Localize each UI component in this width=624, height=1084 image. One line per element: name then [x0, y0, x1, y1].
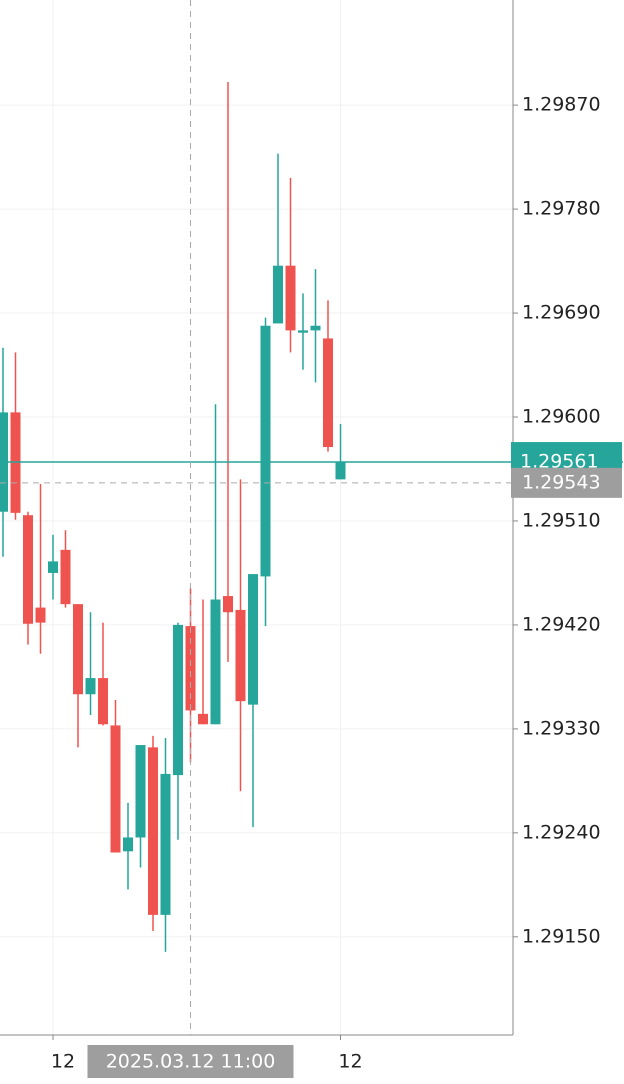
candle-body [235, 609, 246, 702]
y-tick-label: 1.29420 [522, 613, 601, 635]
y-tick-label: 1.29780 [522, 198, 601, 220]
y-tick-label: 1.29870 [522, 94, 601, 116]
candle-body [210, 599, 221, 725]
candle-body [248, 574, 258, 705]
candle-body [135, 745, 146, 838]
crosshair-date-box [87, 1045, 294, 1078]
x-tick-label: 12 [338, 1051, 362, 1073]
candle-body [85, 678, 96, 695]
y-tick-label: 1.29240 [522, 821, 601, 843]
crosshair-price-label: 1.29543 [522, 471, 601, 493]
candle-body [160, 773, 171, 915]
candle-body [273, 265, 283, 324]
y-tick-label: 1.29510 [522, 509, 601, 531]
candle-body [260, 325, 271, 577]
candle-body [35, 607, 46, 623]
candle-body [323, 338, 333, 448]
y-tick-label: 1.29600 [522, 406, 601, 428]
candle-body [148, 747, 158, 915]
y-tick-label: 1.29330 [522, 717, 601, 739]
crosshair-date-label: 2025.03.12 11:00 [106, 1051, 276, 1073]
crosshair-price-box [511, 467, 622, 498]
candle-body [310, 325, 321, 331]
candle-body [335, 462, 346, 480]
candle-body [173, 624, 183, 776]
y-tick-label: 1.29690 [522, 302, 601, 324]
candle-body [223, 596, 233, 613]
y-tick-label: 1.29150 [522, 925, 601, 947]
last-price-label: 1.29561 [520, 451, 599, 473]
candle-body [98, 678, 108, 725]
x-tick-label: 12 [51, 1051, 75, 1073]
candle-body [285, 265, 296, 331]
candle-body [185, 626, 196, 711]
candle-body [23, 515, 33, 624]
candle-body [48, 561, 58, 573]
candle-body [60, 549, 71, 605]
candle-body [110, 725, 121, 853]
candle-body [73, 604, 83, 695]
candle-body [123, 837, 133, 852]
candle-body [198, 713, 208, 725]
candle-body [298, 330, 308, 333]
